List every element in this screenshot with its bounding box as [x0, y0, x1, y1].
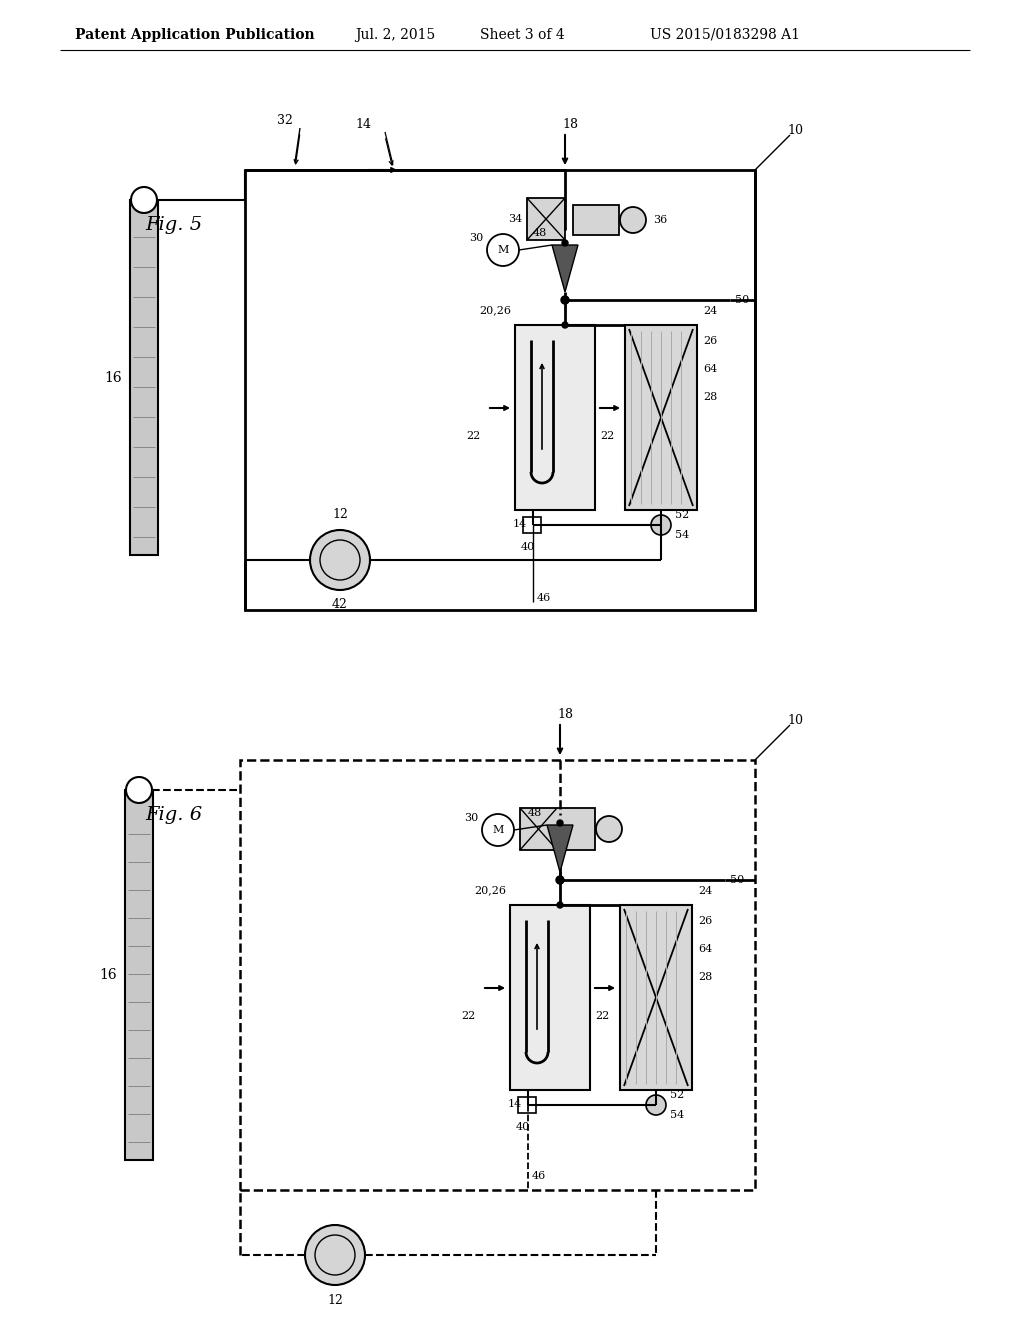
Circle shape [487, 234, 519, 267]
Text: 36: 36 [653, 215, 668, 224]
Text: 12: 12 [327, 1295, 343, 1308]
Text: Fig. 6: Fig. 6 [145, 807, 202, 824]
Text: Patent Application Publication: Patent Application Publication [75, 28, 314, 42]
Text: 34: 34 [508, 214, 522, 224]
Bar [518, 1097, 536, 1113]
Text: 50: 50 [735, 294, 750, 305]
Circle shape [305, 1225, 365, 1284]
Circle shape [651, 515, 671, 535]
Circle shape [562, 240, 568, 246]
Text: Sheet 3 of 4: Sheet 3 of 4 [480, 28, 565, 42]
Text: 26: 26 [698, 916, 713, 927]
Bar [573, 205, 618, 235]
Text: 22: 22 [595, 1011, 609, 1020]
Circle shape [482, 814, 514, 846]
Text: Fig. 5: Fig. 5 [145, 216, 202, 234]
Circle shape [310, 531, 370, 590]
Text: 20,26: 20,26 [479, 305, 511, 315]
Text: 28: 28 [698, 972, 713, 982]
Bar [240, 760, 755, 1191]
Circle shape [126, 777, 152, 803]
Text: M: M [493, 825, 504, 836]
Text: 22: 22 [461, 1011, 475, 1020]
Circle shape [561, 296, 569, 304]
Text: 18: 18 [562, 117, 578, 131]
Bar [520, 808, 595, 850]
Text: 48: 48 [527, 808, 542, 818]
Bar [625, 325, 697, 510]
Bar [527, 198, 565, 240]
Circle shape [562, 322, 568, 327]
Circle shape [131, 187, 157, 213]
Text: 22: 22 [466, 432, 480, 441]
Text: 26: 26 [703, 337, 717, 346]
Text: Jul. 2, 2015: Jul. 2, 2015 [355, 28, 435, 42]
Circle shape [557, 820, 563, 826]
Text: 24: 24 [698, 886, 713, 896]
Bar [510, 906, 590, 1090]
Text: 64: 64 [698, 944, 713, 954]
Bar [523, 517, 541, 533]
Bar [515, 325, 595, 510]
Text: 54: 54 [670, 1110, 684, 1119]
Text: 18: 18 [557, 708, 573, 721]
Text: 10: 10 [787, 714, 803, 726]
Polygon shape [552, 246, 578, 292]
Circle shape [620, 207, 646, 234]
Circle shape [315, 1236, 355, 1275]
Circle shape [557, 902, 563, 908]
Bar [130, 201, 158, 554]
Text: 10: 10 [787, 124, 803, 136]
Text: 28: 28 [703, 392, 717, 403]
Text: 20,26: 20,26 [474, 884, 506, 895]
Text: 40: 40 [516, 1122, 530, 1133]
Text: 64: 64 [703, 364, 717, 374]
Text: 46: 46 [532, 1171, 546, 1181]
Text: 52: 52 [675, 510, 689, 520]
Circle shape [319, 540, 360, 579]
Circle shape [596, 816, 622, 842]
Text: 22: 22 [600, 432, 614, 441]
Text: 14: 14 [508, 1100, 522, 1109]
Bar [245, 170, 755, 610]
Text: 14: 14 [513, 519, 527, 529]
Text: 30: 30 [464, 813, 478, 822]
Text: 12: 12 [332, 507, 348, 520]
Text: US 2015/0183298 A1: US 2015/0183298 A1 [650, 28, 800, 42]
Text: 16: 16 [104, 371, 122, 385]
Text: 46: 46 [537, 593, 551, 603]
Text: 16: 16 [99, 968, 117, 982]
Text: 54: 54 [675, 531, 689, 540]
Bar [125, 789, 153, 1160]
Text: 48: 48 [532, 228, 547, 238]
Text: 52: 52 [670, 1090, 684, 1100]
Text: 40: 40 [521, 543, 536, 552]
Text: 32: 32 [278, 114, 293, 127]
Text: 14: 14 [355, 117, 371, 131]
Text: M: M [498, 246, 509, 255]
Text: 24: 24 [703, 306, 717, 315]
Polygon shape [547, 825, 573, 873]
Text: 42: 42 [332, 598, 348, 610]
Bar [620, 906, 692, 1090]
Circle shape [556, 876, 564, 884]
Circle shape [646, 1096, 666, 1115]
Text: 30: 30 [469, 234, 483, 243]
Text: 50: 50 [730, 875, 744, 884]
